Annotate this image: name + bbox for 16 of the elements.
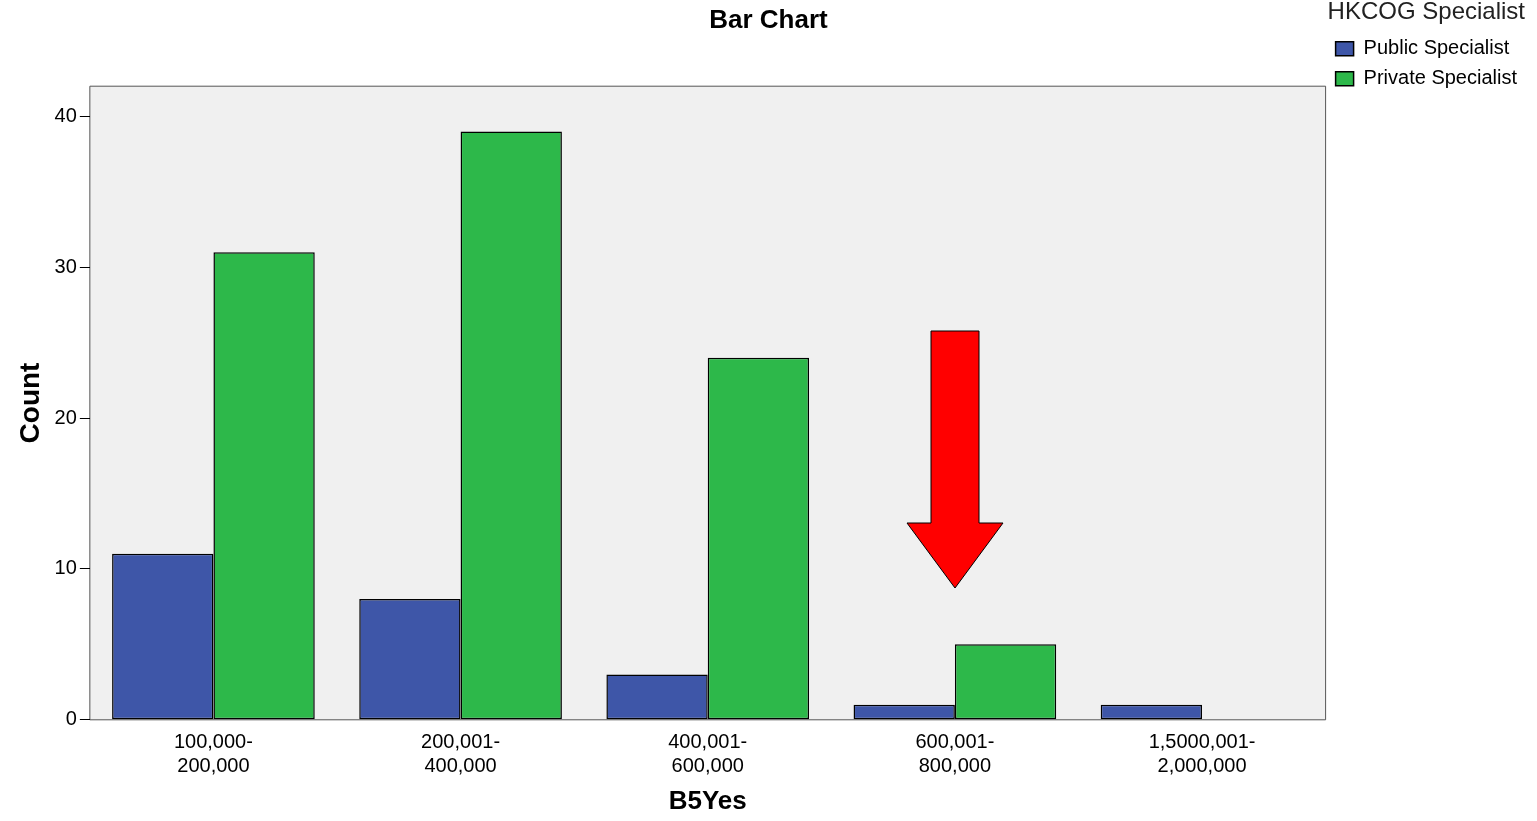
chart-title: Bar Chart xyxy=(709,3,829,34)
x-tick-label: 400,001- 600,000 xyxy=(668,730,748,777)
x-tick-label: 600,001- 800,000 xyxy=(915,730,995,777)
y-tick-label: 0 xyxy=(65,707,77,730)
legend-label: Public Specialist xyxy=(1363,36,1510,59)
y-tick-label: 30 xyxy=(54,254,77,277)
y-tick-label: 20 xyxy=(54,405,77,428)
y-tick-label: 40 xyxy=(54,103,77,126)
y-axis-title: Count xyxy=(13,362,45,444)
x-axis-title: B5Yes xyxy=(668,784,747,815)
x-tick-label: 1,5000,001- 2,000,000 xyxy=(1148,730,1256,777)
legend-label: Private Specialist xyxy=(1363,66,1518,89)
x-tick-label: 200,001- 400,000 xyxy=(421,730,501,777)
legend-title: HKCOG Specialist xyxy=(1327,0,1526,24)
y-tick-label: 10 xyxy=(54,556,77,579)
x-tick-label: 100,000- 200,000 xyxy=(173,730,253,777)
